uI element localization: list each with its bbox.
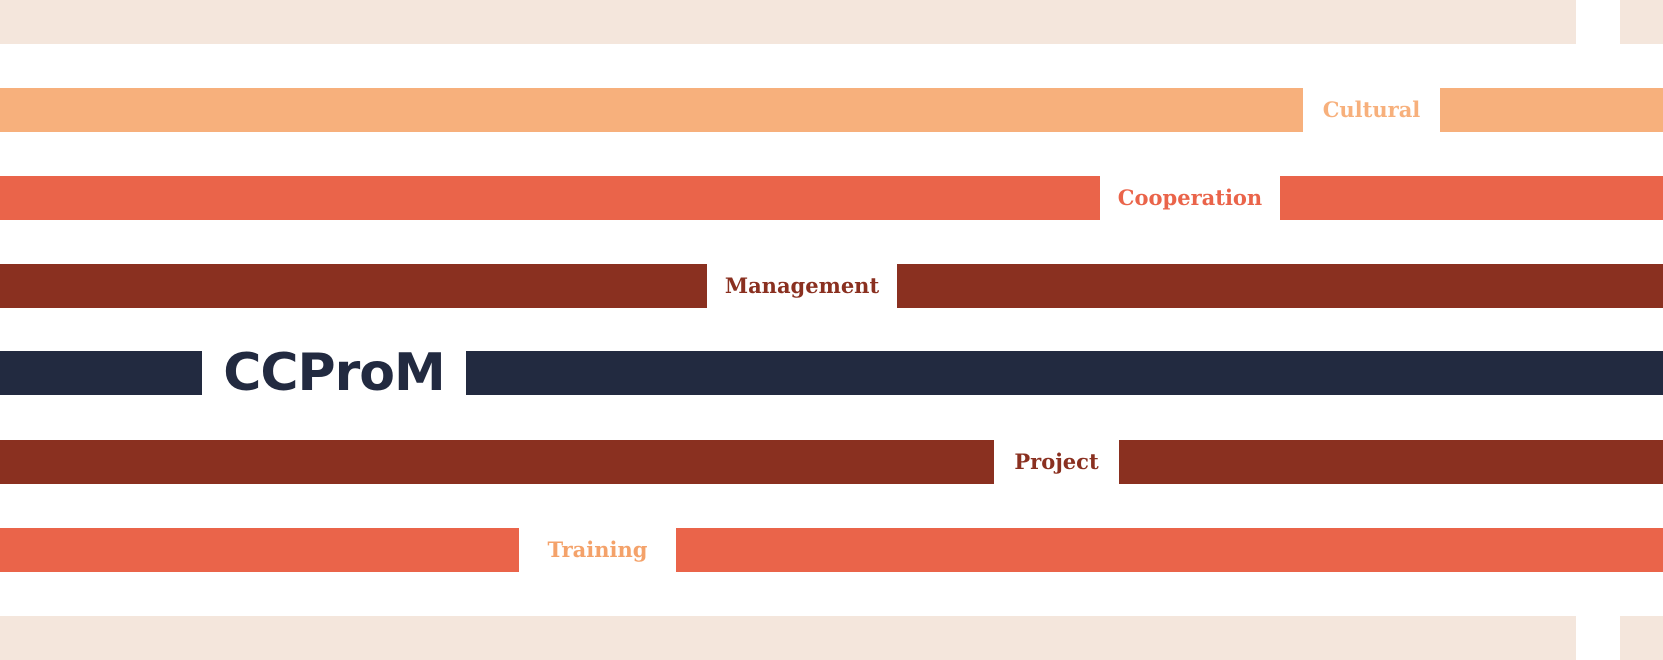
stripe-cooperation-left [0, 176, 1100, 220]
stripe-management-right [897, 264, 1663, 308]
stripe-cream-bottom [0, 616, 1576, 660]
word-training: Training [547, 537, 648, 562]
word-management: Management [724, 273, 880, 298]
stripe-logo-right [466, 351, 1663, 395]
word-cooperation: Cooperation [1117, 185, 1263, 210]
stripe-cooperation-right [1280, 176, 1663, 220]
stripe-cultural-right [1440, 88, 1663, 132]
ccprom-logo: CCProM [223, 343, 446, 403]
stripe-training-right [676, 528, 1663, 572]
stripe-training-left [0, 528, 519, 572]
stripe-management-left [0, 264, 707, 308]
stripe-project-left [0, 440, 994, 484]
stripe-logo-left [0, 351, 202, 395]
stripe-project-right [1119, 440, 1663, 484]
stripe-cultural-left [0, 88, 1303, 132]
stripe-cream-top [0, 0, 1576, 44]
word-project: Project [1014, 449, 1099, 474]
stripe-cream-top-end [1620, 0, 1663, 44]
stripe-cream-bottom-end [1620, 616, 1663, 660]
word-cultural: Cultural [1322, 97, 1421, 122]
